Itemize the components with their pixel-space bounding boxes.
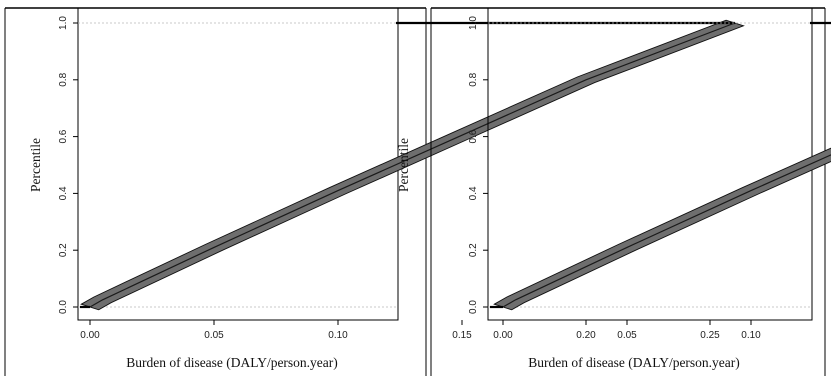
panel-2: 0.00 0.05 0.10 0.15 0.20 0.25 0.0 0.2 0.4 0.6 0.8 1… [396,7,831,376]
x-tick-label: 0.25 [700,330,720,341]
x-tick-label: 0.05 [204,330,224,341]
median-curve [502,154,831,308]
plot-area [77,7,399,321]
y-axis-title: Percentile [28,138,43,192]
y-tick-label: 1.0 [468,16,479,30]
y-tick-label: 0.6 [58,129,69,143]
panel-1: 0.00 0.05 0.10 0.15 0.20 0.25 0.0 0.2 0.4 0.6 0.8 1… [4,7,745,376]
y-tick-label: 0.8 [58,72,69,86]
uncertainty-band [493,147,831,311]
y-tick-label: 0.6 [468,129,479,143]
x-axis-title: Burden of disease (DALY/person.year) [528,355,740,370]
uncertainty-band [80,19,745,311]
y-tick-label: 1.0 [58,16,69,30]
x-tick-label: 0.00 [493,330,513,341]
x-axis-title: Burden of disease (DALY/person.year) [126,355,338,370]
x-tick-label: 0.10 [328,330,348,341]
y-tick-label: 0.2 [468,243,479,257]
x-tick-label: 0.20 [576,330,596,341]
x-tick-label: 0.15 [452,330,472,341]
y-tick-label: 0.4 [58,186,69,200]
y-tick-label: 0.4 [468,186,479,200]
median-curve [89,22,736,308]
y-tick-label: 0.2 [58,243,69,257]
y-tick-label: 0.0 [58,300,69,314]
y-axis-title: Percentile [396,138,411,192]
y-tick-label: 0.0 [468,300,479,314]
y-tick-label: 0.8 [468,72,479,86]
x-tick-label: 0.05 [617,330,637,341]
x-tick-label: 0.10 [741,330,761,341]
x-tick-label: 0.00 [80,330,100,341]
